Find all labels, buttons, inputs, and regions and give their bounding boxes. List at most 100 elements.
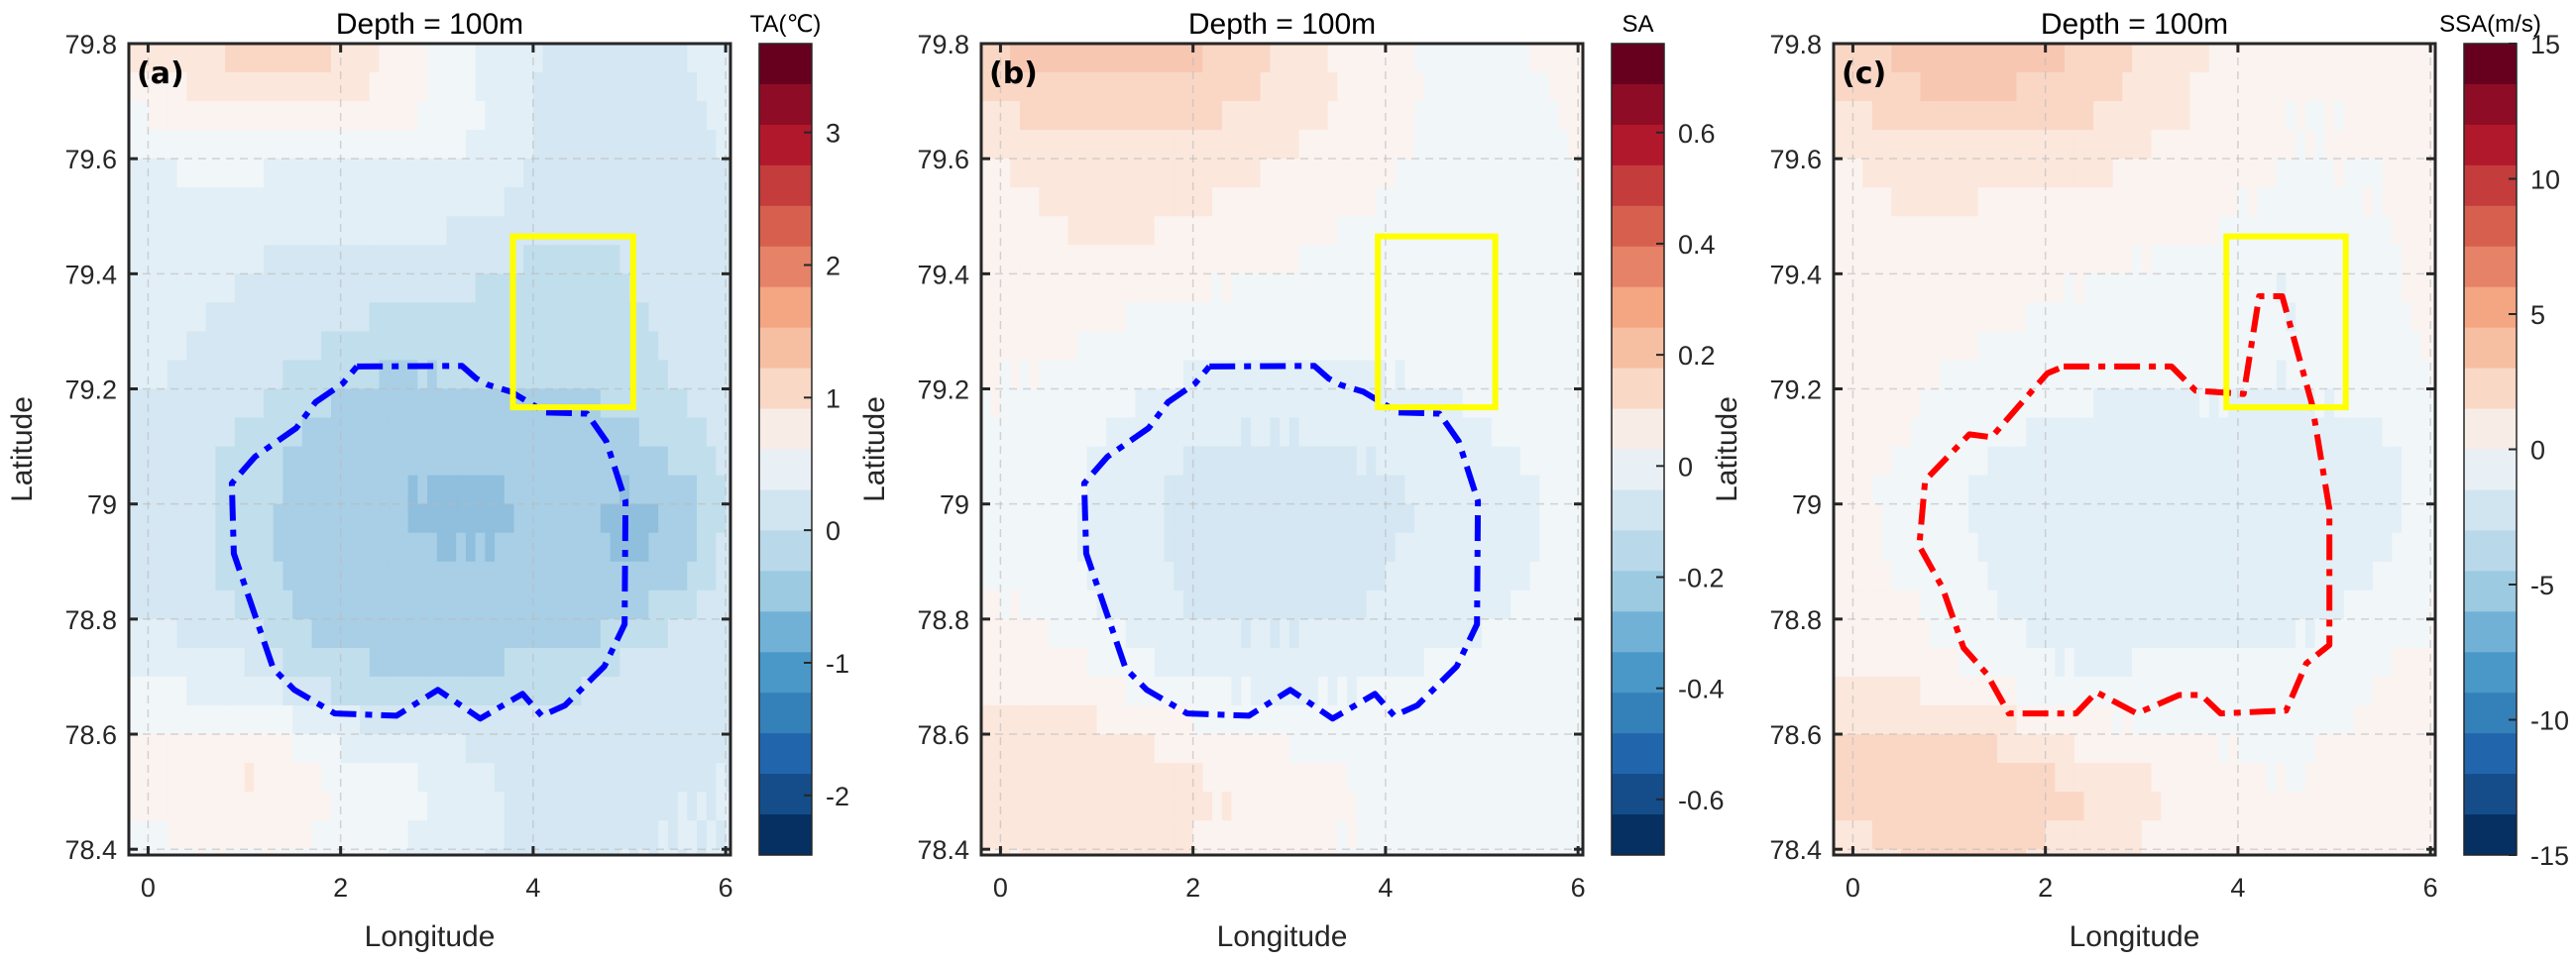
heatmap-cell (2372, 159, 2384, 188)
heatmap-cell (456, 532, 467, 563)
heatmap-cell (1529, 849, 1540, 856)
heatmap-cell (1231, 589, 1242, 620)
heatmap-cell (158, 503, 168, 534)
heatmap-cell (2430, 101, 2436, 131)
heatmap-cell (1443, 360, 1454, 390)
heatmap-cell (1462, 792, 1473, 821)
heatmap-cell (1327, 792, 1338, 821)
heatmap-cell (648, 676, 659, 706)
heatmap-cell (1347, 417, 1358, 448)
heatmap-cell (301, 187, 313, 217)
heatmap-cell (1182, 532, 1194, 563)
heatmap-cell (532, 820, 544, 850)
heatmap-cell (2083, 72, 2094, 102)
heatmap-cell (350, 187, 361, 217)
heatmap-cell (687, 273, 698, 303)
heatmap-cell (562, 475, 573, 505)
heatmap-cell (340, 72, 351, 102)
heatmap-cell (1260, 101, 1271, 131)
heatmap-cell (1549, 532, 1560, 563)
heatmap-cell (1529, 618, 1540, 649)
heatmap-cell (417, 360, 428, 390)
heatmap-cell (667, 561, 679, 591)
heatmap-cell (1501, 849, 1512, 856)
heatmap-cell (981, 849, 992, 856)
heatmap-cell (2382, 130, 2393, 160)
heatmap-cell (2208, 245, 2220, 274)
heatmap-cell (716, 245, 727, 274)
heatmap-cell (234, 360, 246, 390)
heatmap-cell (1385, 792, 1397, 821)
heatmap-cell (2102, 187, 2114, 217)
heatmap-cell (1959, 130, 1969, 160)
heatmap-cell (2247, 44, 2258, 73)
heatmap-cell (138, 676, 150, 706)
heatmap-cell (1250, 561, 1262, 591)
heatmap-cell (504, 532, 515, 563)
heatmap-cell (1939, 72, 1951, 102)
heatmap-cell (1852, 331, 1863, 362)
heatmap-cell (1862, 360, 1873, 390)
heatmap-cell (2055, 130, 2066, 160)
heatmap-cell (2026, 245, 2037, 274)
heatmap-cell (2035, 245, 2047, 274)
heatmap-cell (1000, 159, 1011, 188)
heatmap-cell (1096, 475, 1107, 505)
heatmap-cell (1000, 503, 1011, 534)
heatmap-cell (726, 331, 731, 362)
heatmap-cell (1288, 331, 1300, 362)
heatmap-cell (1010, 130, 1021, 160)
heatmap-cell (311, 360, 322, 390)
heatmap-cell (629, 72, 640, 102)
heatmap-cell (658, 302, 669, 333)
heatmap-cell (504, 44, 515, 73)
heatmap-cell (1949, 388, 1960, 419)
heatmap-cell (2122, 44, 2133, 73)
heatmap-cell (2334, 245, 2345, 274)
heatmap-cell (2430, 130, 2436, 160)
heatmap-cell (273, 532, 283, 563)
heatmap-cell (1221, 589, 1233, 620)
heatmap-cell (176, 532, 187, 563)
heatmap-cell (2402, 101, 2412, 131)
heatmap-cell (716, 676, 727, 706)
heatmap-cell (1414, 618, 1425, 649)
heatmap-cell (2324, 101, 2335, 131)
heatmap-cell (581, 388, 592, 419)
heatmap-cell (1404, 763, 1415, 793)
heatmap-cell (292, 820, 303, 850)
heatmap-cell (263, 676, 275, 706)
heatmap-cell (407, 820, 418, 850)
heatmap-cell (706, 647, 718, 678)
heatmap-cell (360, 503, 371, 534)
heatmap-cell (1308, 704, 1319, 735)
heatmap-cell (581, 532, 592, 563)
heatmap-cell (571, 618, 583, 649)
heatmap-cell (523, 763, 534, 793)
heatmap-cell (389, 273, 399, 303)
heatmap-cell (282, 704, 293, 735)
heatmap-cell (1106, 302, 1117, 333)
y-tick-label: 79 (940, 490, 969, 520)
heatmap-cell (1491, 130, 1503, 160)
heatmap-cell (1881, 561, 1892, 591)
heatmap-cell (1010, 72, 1021, 102)
heatmap-cell (1174, 446, 1184, 477)
heatmap-cell (1910, 417, 1922, 448)
heatmap-cell (1558, 676, 1570, 706)
heatmap-cell (282, 618, 293, 649)
heatmap-cell (1987, 216, 1998, 246)
heatmap-cell (379, 676, 390, 706)
heatmap-cell (407, 302, 418, 333)
heatmap-cell (981, 101, 992, 131)
heatmap-cell (292, 446, 303, 477)
heatmap-cell (1433, 187, 1444, 217)
heatmap-cell (571, 734, 583, 764)
heatmap-cell (379, 417, 390, 448)
heatmap-cell (1501, 532, 1512, 563)
heatmap-cell (1308, 763, 1319, 793)
heatmap-cell (254, 159, 265, 188)
heatmap-cell (158, 561, 168, 591)
heatmap-cell (1385, 763, 1397, 793)
heatmap-cell (1174, 792, 1184, 821)
